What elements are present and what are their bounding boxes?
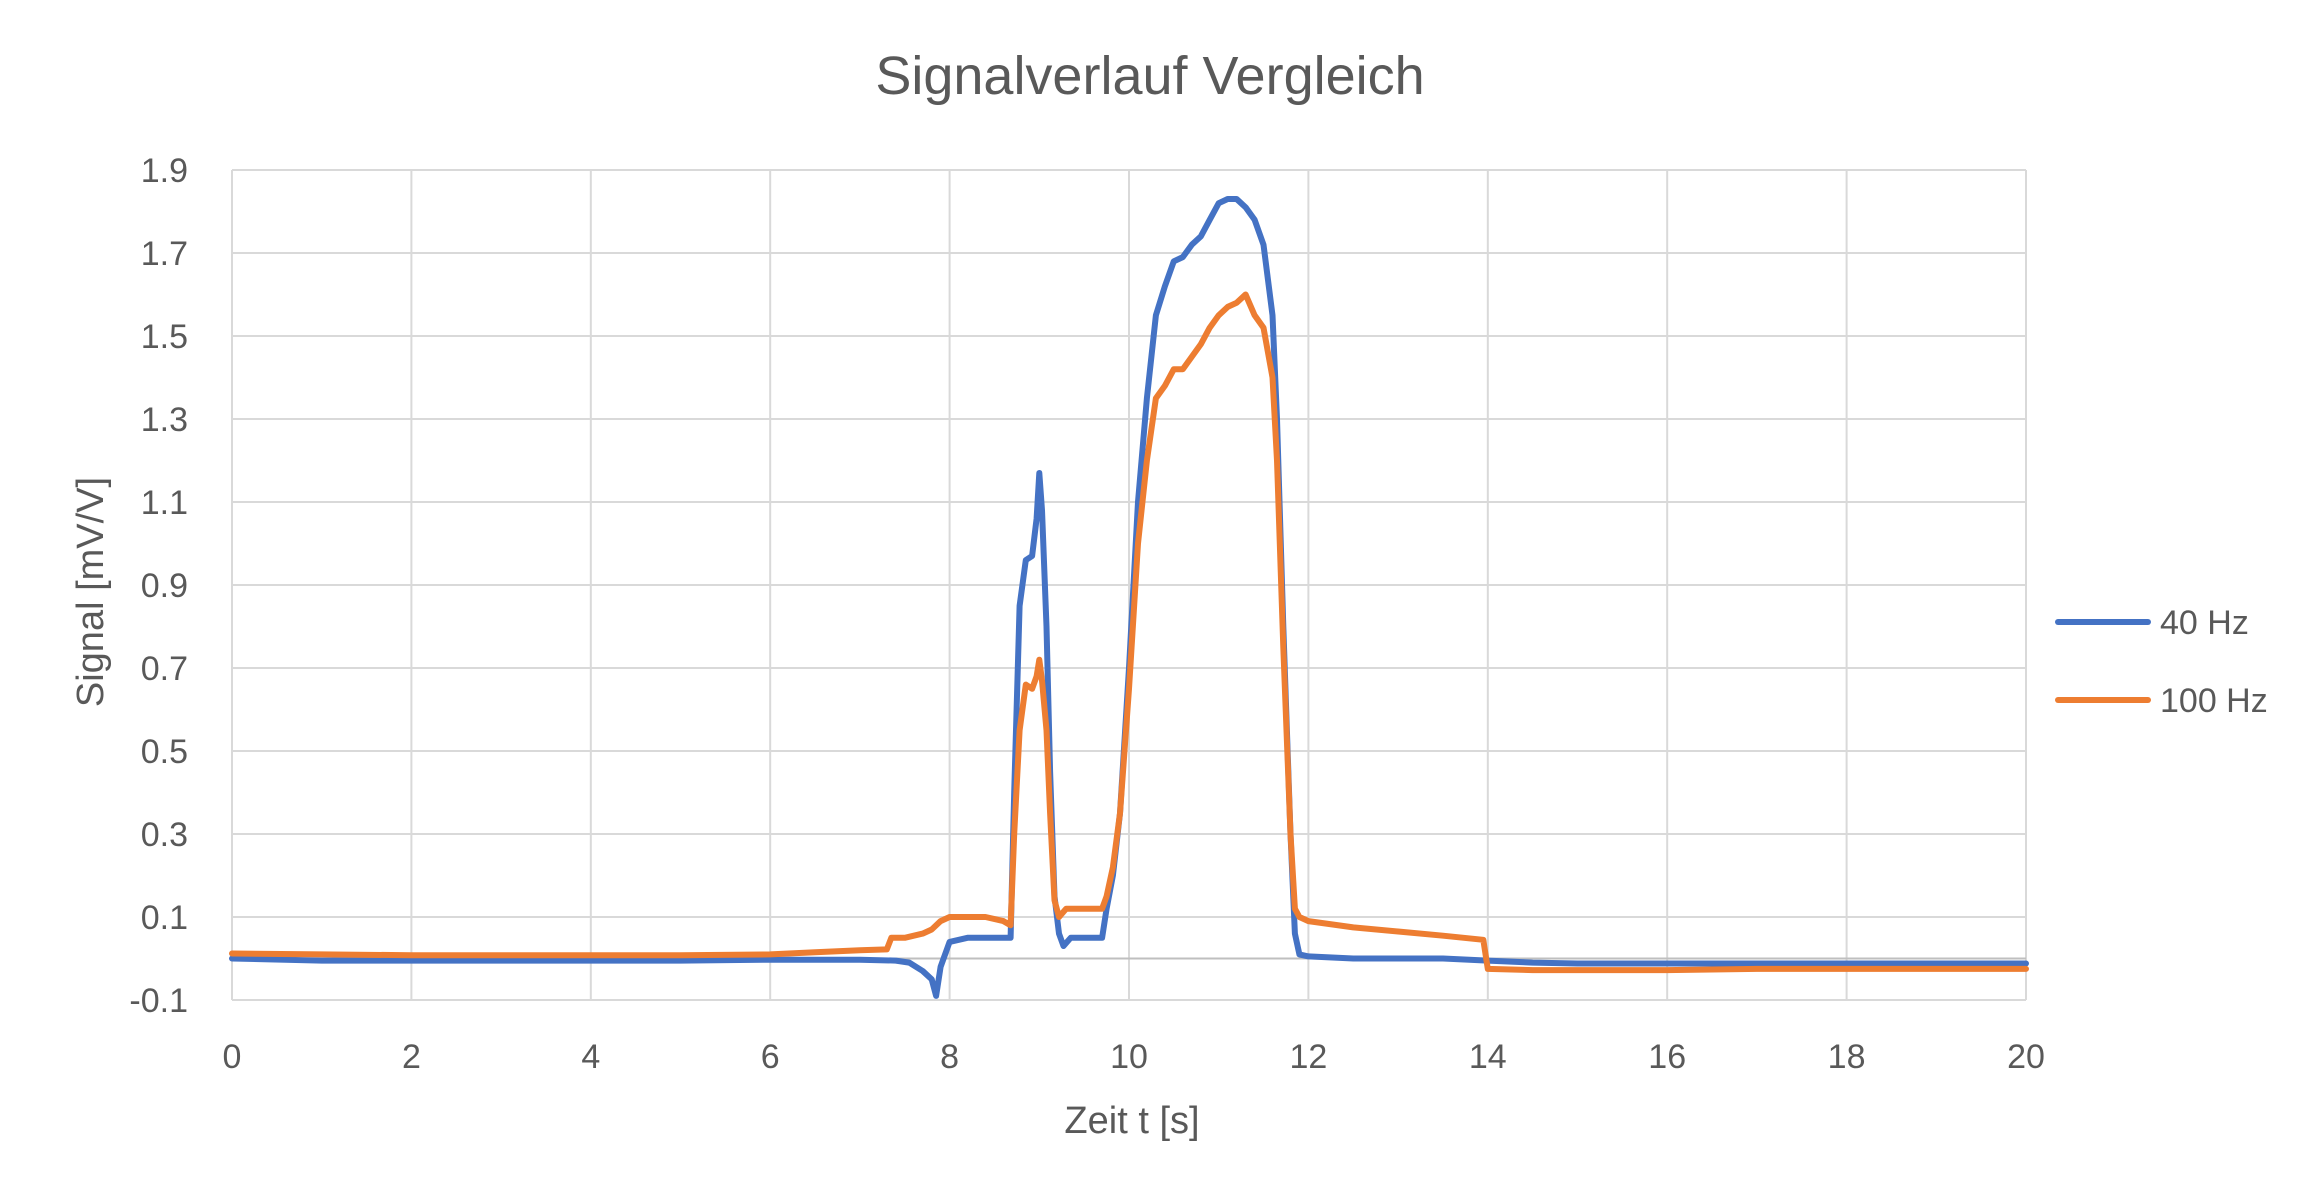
x-tick-label: 12 <box>1289 1038 1327 1076</box>
x-tick-labels: 0 2 4 6 8 10 12 14 16 18 20 <box>223 1038 2045 1076</box>
legend: 40 Hz 100 Hz <box>2055 604 2268 720</box>
legend-label: 40 Hz <box>2160 604 2249 642</box>
legend-label: 100 Hz <box>2160 682 2268 720</box>
y-tick-label: 1.5 <box>141 318 188 356</box>
x-tick-label: 8 <box>940 1038 959 1076</box>
x-tick-label: 10 <box>1110 1038 1148 1076</box>
series-line-100hz <box>229 291 2029 974</box>
y-tick-label: 0.1 <box>141 899 188 937</box>
x-tick-label: 18 <box>1828 1038 1866 1076</box>
y-tick-label: -0.1 <box>129 982 188 1020</box>
x-tick-label: 6 <box>761 1038 780 1076</box>
y-tick-label: 0.9 <box>141 567 188 605</box>
series-lines <box>229 196 2029 999</box>
y-tick-label: 0.3 <box>141 816 188 854</box>
y-tick-labels: -0.1 0.1 0.3 0.5 0.7 0.9 1.1 1.3 1.5 1.7 1.9 <box>129 152 188 1020</box>
y-tick-label: 1.7 <box>141 235 188 273</box>
y-tick-label: 0.7 <box>141 650 188 688</box>
x-tick-label: 2 <box>402 1038 421 1076</box>
x-axis-title: Zeit t [s] <box>1064 1100 1199 1142</box>
x-tick-label: 0 <box>223 1038 242 1076</box>
gridlines <box>231 169 2027 1001</box>
x-tick-label: 20 <box>2007 1038 2045 1076</box>
x-tick-label: 16 <box>1648 1038 1686 1076</box>
x-tick-label: 4 <box>581 1038 600 1076</box>
y-tick-label: 0.5 <box>141 733 188 771</box>
chart-title: Signalverlauf Vergleich <box>875 46 1424 106</box>
x-tick-label: 14 <box>1469 1038 1507 1076</box>
legend-item: 40 Hz <box>2055 604 2249 642</box>
y-tick-label: 1.3 <box>141 401 188 439</box>
y-tick-label: 1.1 <box>141 484 188 522</box>
y-tick-label: 1.9 <box>141 152 188 190</box>
y-axis-title: Signal [mV/V] <box>70 477 112 707</box>
legend-item: 100 Hz <box>2055 682 2268 720</box>
